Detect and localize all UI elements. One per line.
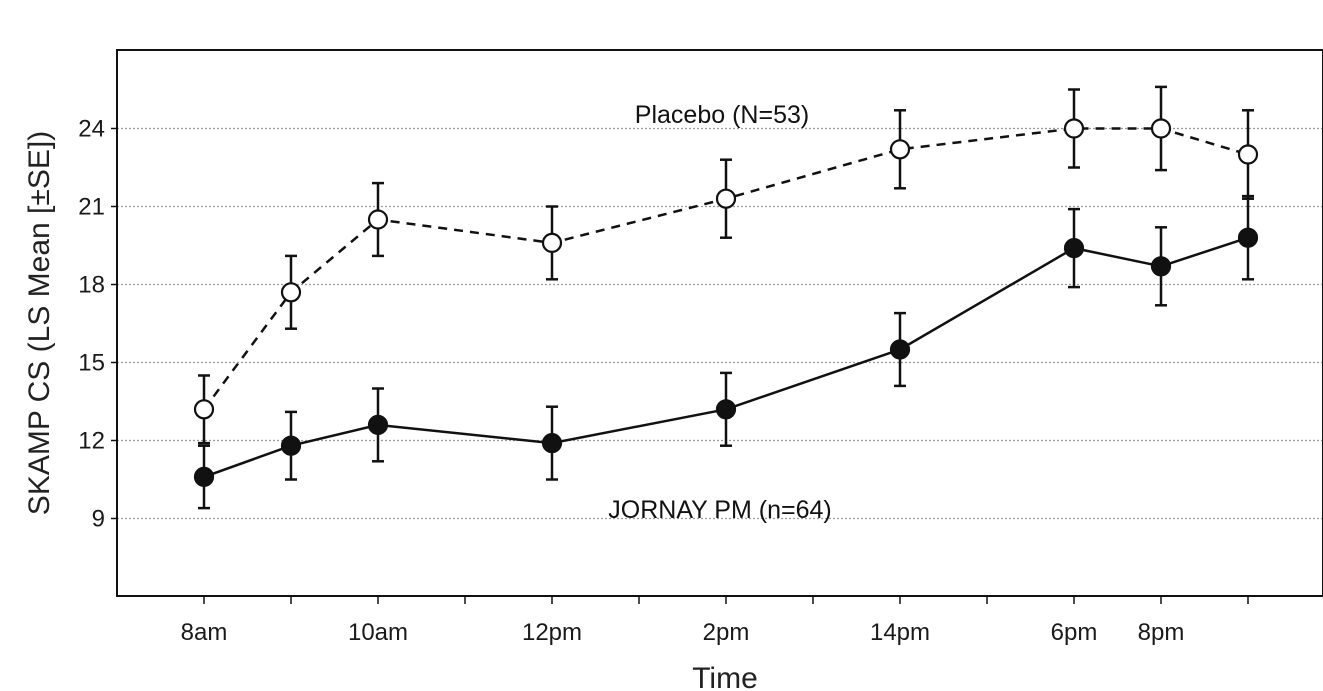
- data-point: [1150, 118, 1172, 139]
- data-point: [1150, 256, 1172, 277]
- data-point: [541, 433, 563, 454]
- x-tick-label: 2pm: [703, 619, 750, 646]
- data-point: [1237, 227, 1259, 248]
- data-point: [193, 466, 215, 487]
- series-layer: [193, 85, 1259, 510]
- data-point: [1237, 144, 1259, 165]
- data-point: [1063, 238, 1085, 259]
- x-tick-label: 14pm: [870, 619, 930, 646]
- y-tick-label: 24: [78, 116, 105, 143]
- y-axis: 9 12 15 18 21 24: [78, 116, 117, 533]
- y-axis-title: SKAMP CS (LS Mean [±SE]): [23, 131, 56, 515]
- series-label-placebo: Placebo (N=53): [635, 101, 809, 129]
- x-tick-label: 8pm: [1138, 619, 1185, 646]
- series-label-jornay: JORNAY PM (n=64): [608, 496, 831, 524]
- data-point: [280, 282, 302, 303]
- x-tick-label: 12pm: [522, 619, 582, 646]
- y-tick-label: 12: [78, 428, 105, 455]
- x-tick-label: 10am: [348, 619, 408, 646]
- y-tick-label: 18: [78, 272, 105, 299]
- series-jornay: [193, 194, 1259, 510]
- x-tick-label: 8am: [181, 619, 228, 646]
- y-tick-label: 21: [78, 194, 105, 221]
- x-axis-title: Time: [692, 662, 758, 691]
- data-point: [889, 139, 911, 160]
- data-point: [367, 209, 389, 230]
- y-tick-label: 9: [92, 506, 105, 533]
- data-point: [193, 399, 215, 420]
- data-point: [280, 435, 302, 456]
- data-point: [715, 188, 737, 209]
- data-point: [541, 232, 563, 253]
- x-axis: 8am 10am 12pm 2pm 14pm 6pm 8pm: [181, 596, 1249, 646]
- data-point: [1063, 118, 1085, 139]
- plot-frame: [116, 49, 1323, 597]
- data-point: [715, 399, 737, 420]
- data-point: [889, 339, 911, 360]
- data-point: [367, 414, 389, 435]
- y-tick-label: 15: [78, 350, 105, 377]
- x-tick-label: 6pm: [1051, 619, 1098, 646]
- grid: [117, 127, 1323, 520]
